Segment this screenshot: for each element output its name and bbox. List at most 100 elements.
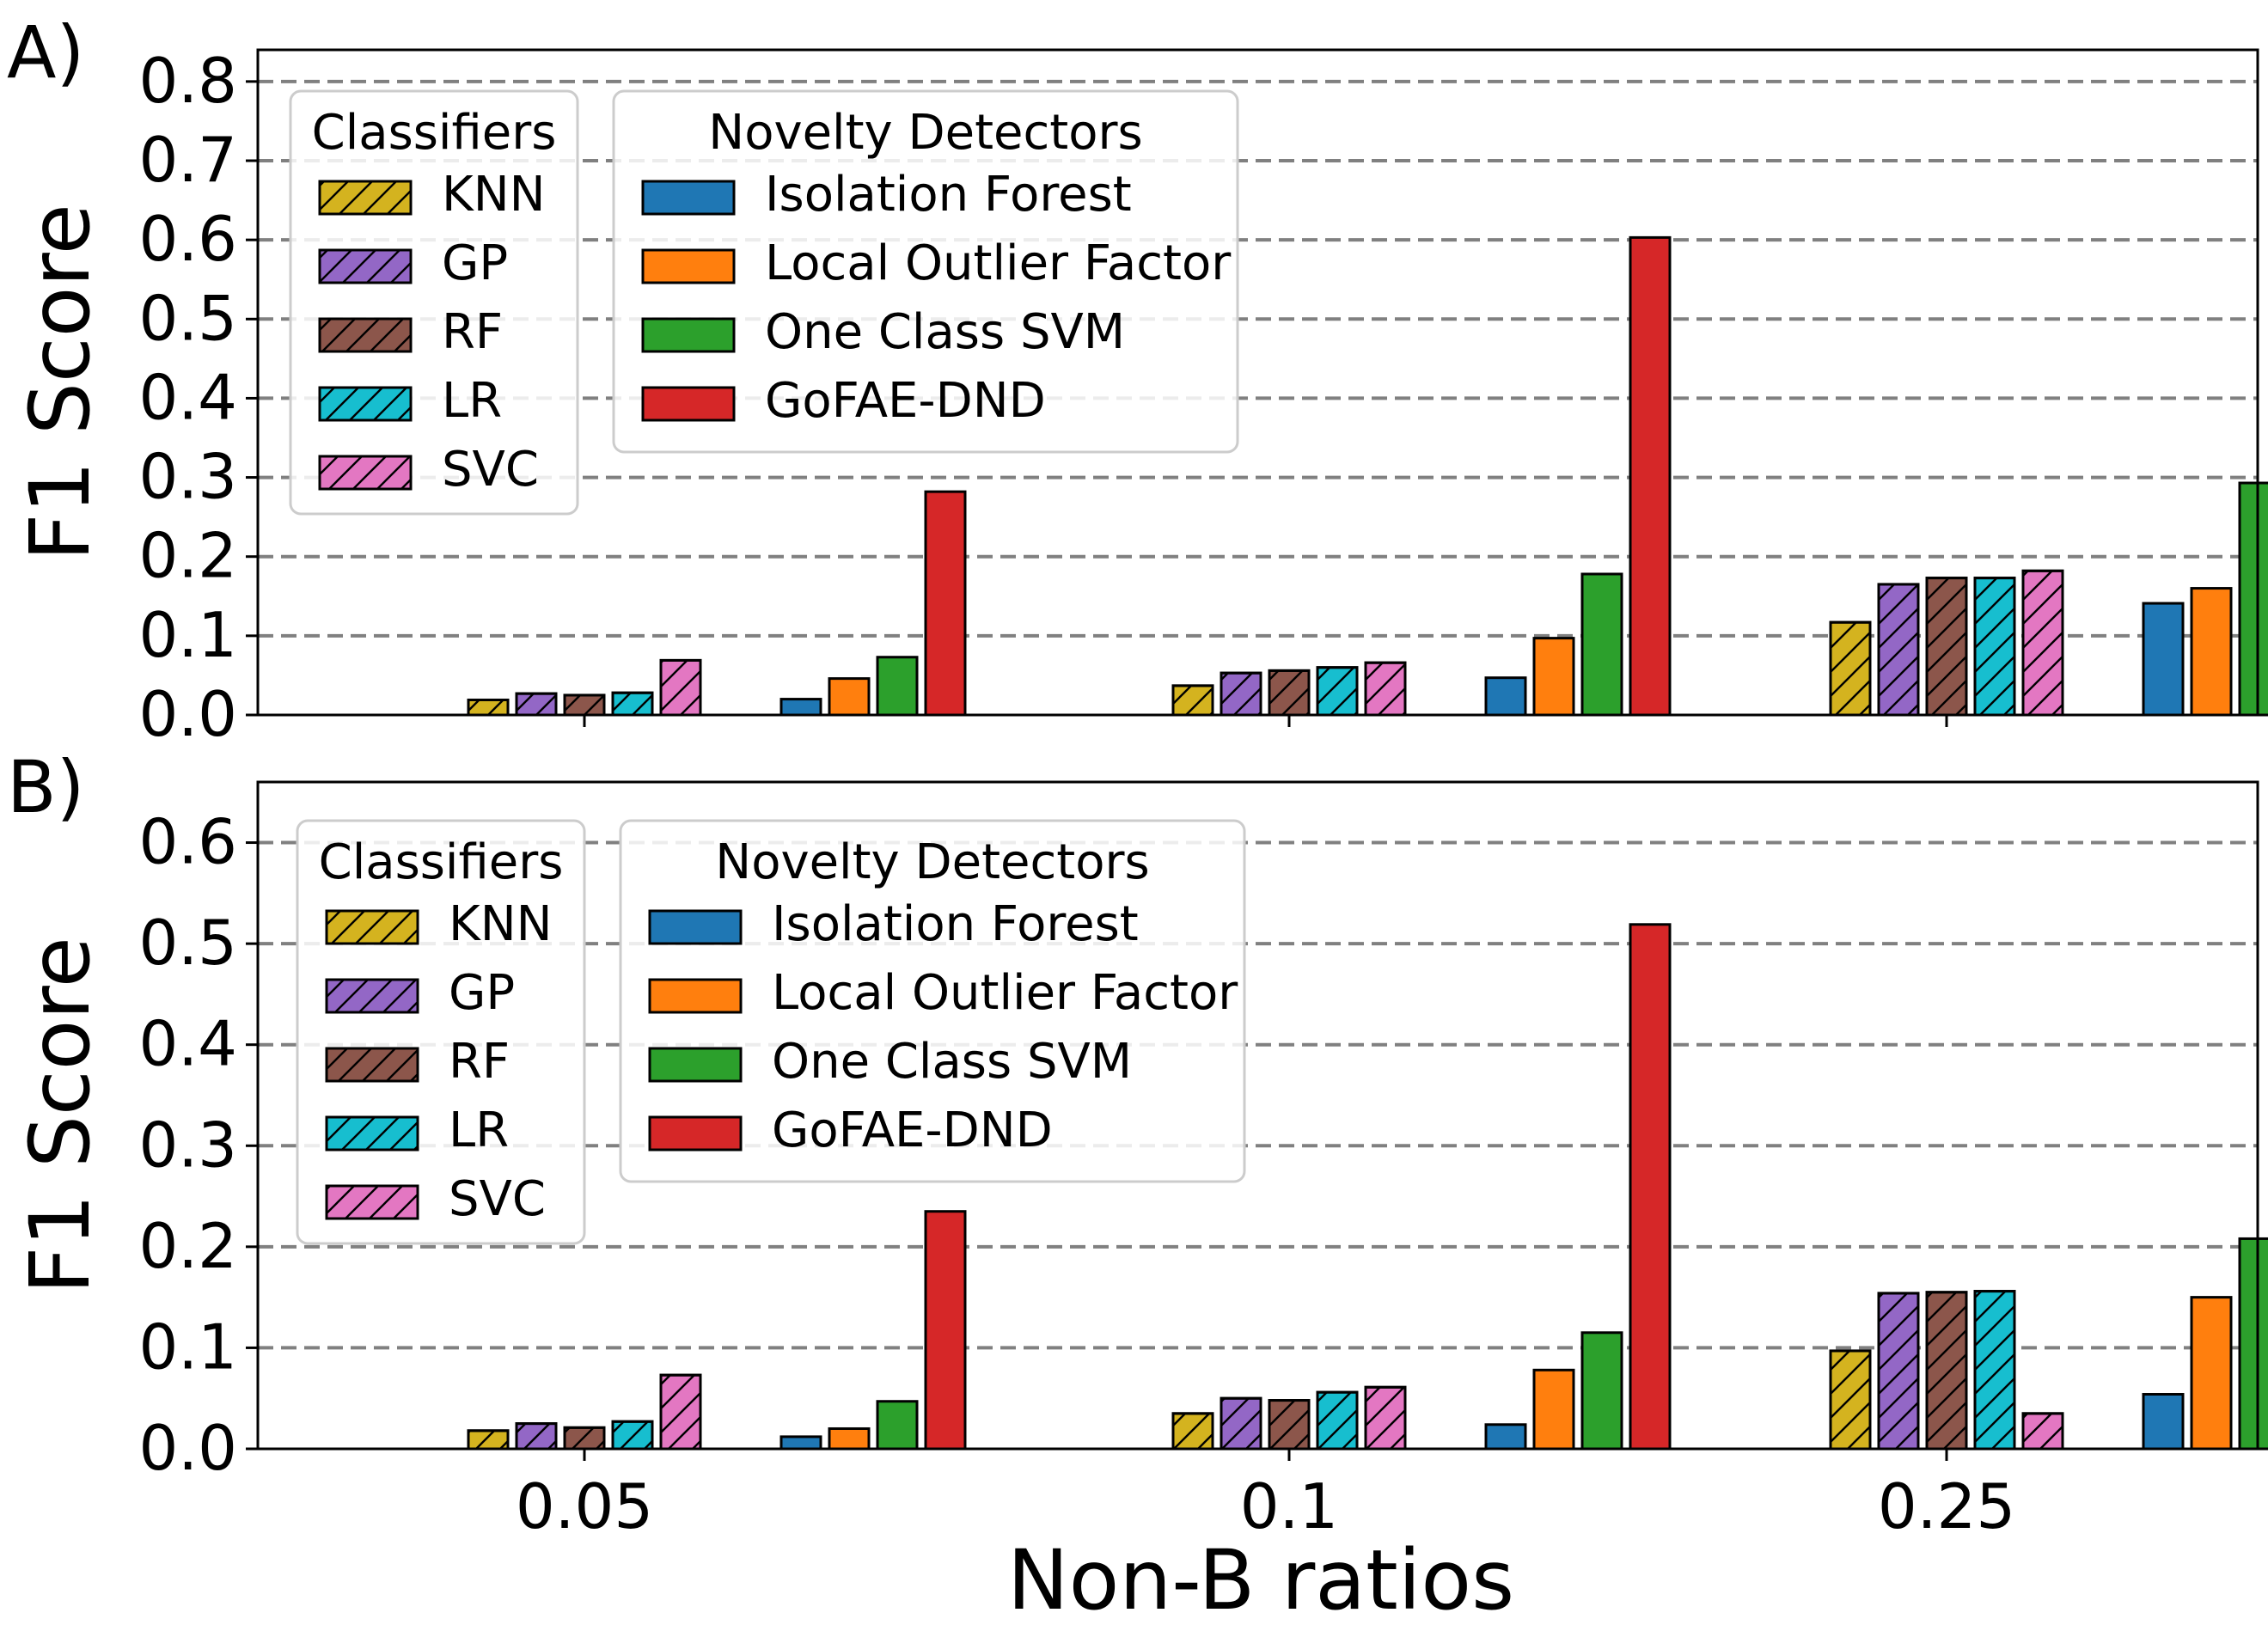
legend-item-lr: LR [318, 373, 502, 429]
bar-knn-0-25 [1829, 1349, 1872, 1451]
bar-isolation-forest-0-25 [2142, 602, 2185, 717]
bar-rf-0-25 [1925, 1291, 1968, 1451]
legend-swatch-hatch [318, 455, 413, 491]
bars [467, 923, 2268, 1451]
bar-gofae-dnd-0-05 [924, 1210, 967, 1451]
panels: 0.00.10.20.30.40.50.60.70.8F1 ScoreA)Cla… [7, 10, 2268, 1543]
legend-label: Local Outlier Factor [765, 235, 1232, 291]
bar-hatch [611, 1420, 654, 1451]
bar-svc-0-25 [2021, 569, 2064, 717]
legend-label: Isolation Forest [772, 896, 1139, 952]
bar-hatch [1973, 1290, 2016, 1451]
bar-rf-0-05 [563, 1426, 606, 1451]
legend-item-rf: RF [318, 304, 503, 360]
bar-one-class-svm-0-25 [2238, 481, 2268, 717]
legend-swatch-hatch [318, 317, 413, 353]
panel-label: B) [7, 745, 84, 829]
bar-lr-0-05 [611, 1420, 654, 1451]
bar-knn-0-25 [1829, 620, 1872, 717]
plot-frame [256, 780, 2259, 1451]
x-tick-label: 0.1 [1240, 1470, 1339, 1543]
legend-label: LR [449, 1103, 509, 1158]
x-tick-label: 0.25 [1878, 1470, 2015, 1543]
bar-gofae-dnd-0-1 [1629, 923, 1672, 1451]
bar-hatch [1220, 671, 1262, 717]
legend-label: LR [442, 373, 502, 429]
legend-item-knn: KNN [325, 896, 553, 952]
legend-novelty-detectors: Novelty Detectors Isolation Forest Local O… [612, 89, 1239, 454]
legend-item-gp: GP [318, 235, 508, 291]
bar-knn-0-05 [467, 1429, 510, 1451]
bar-local-outlier-factor-0-25 [2190, 587, 2233, 717]
gridlines [258, 79, 2258, 638]
bar-hatch [1925, 577, 1968, 717]
bar-gp-0-1 [1220, 671, 1262, 717]
legend-item-local-outlier-factor: Local Outlier Factor [641, 235, 1232, 291]
y-axis: 0.0 0.1 0.2 0.3 0.4 0.5 0.6 [138, 806, 258, 1484]
bar-gp-0-1 [1220, 1396, 1262, 1451]
legend-label: RF [442, 304, 503, 360]
bar-hatch [1364, 661, 1407, 717]
bar-one-class-svm-0-05 [876, 656, 919, 717]
legend-label: One Class SVM [772, 1034, 1132, 1090]
legend-item-gofae-dnd: GoFAE-DND [648, 1103, 1053, 1158]
legend-label: RF [449, 1034, 510, 1090]
legend-label: SVC [442, 442, 539, 498]
bar-one-class-svm-0-1 [1580, 572, 1623, 717]
legend-swatch-hatch [325, 1047, 419, 1083]
bar-local-outlier-factor-0-1 [1532, 637, 1575, 717]
legend-swatch-hatch [318, 248, 413, 284]
legend-item-svc: SVC [325, 1171, 546, 1227]
y-tick-label: 0.3 [138, 441, 237, 513]
y-tick-label: 0.5 [138, 282, 237, 354]
legend-title: Classifiers [319, 834, 564, 890]
bar-hatch [611, 691, 654, 717]
bar-hatch [1973, 577, 2016, 717]
legend-frame [619, 819, 1246, 1183]
bar-knn-0-05 [467, 698, 510, 717]
bar-lr-0-05 [611, 691, 654, 717]
bar-gp-0-25 [1877, 1292, 1920, 1451]
legend-label: GoFAE-DND [772, 1103, 1053, 1158]
bar-local-outlier-factor-0-1 [1532, 1368, 1575, 1451]
bar-lr-0-25 [1973, 577, 2016, 717]
legend-classifiers: Classifiers KNN GP RF LR SVC [289, 89, 579, 516]
y-tick-label: 0.2 [138, 520, 237, 592]
bar-hatch [563, 1426, 606, 1451]
legend-frame [612, 89, 1239, 454]
legend-swatch-hatch [325, 1184, 419, 1220]
bar-gp-0-05 [515, 1422, 558, 1451]
legend-item-svc: SVC [318, 442, 539, 498]
legend-title: Novelty Detectors [715, 834, 1149, 890]
legend-swatch-hatch [325, 1115, 419, 1152]
y-tick-label: 0.7 [138, 124, 237, 196]
bar-gofae-dnd-0-1 [1629, 235, 1672, 717]
bar-gp-0-25 [1877, 583, 1920, 717]
panel-a: 0.00.10.20.3 0.40.50.60.70.8 F1 Score A) Cla… [7, 10, 2268, 750]
bar-gp-0-05 [515, 692, 558, 717]
bar-rf-0-25 [1925, 577, 1968, 717]
bar-local-outlier-factor-0-05 [828, 677, 871, 717]
legend-item-lr: LR [325, 1103, 509, 1158]
bar-hatch [1925, 1291, 1968, 1451]
y-tick-label: 0.0 [138, 678, 237, 750]
bar-hatch [2021, 569, 2064, 717]
bar-svc-0-1 [1364, 661, 1407, 717]
legend-title: Novelty Detectors [708, 105, 1142, 161]
legend-item-gofae-dnd: GoFAE-DND [641, 373, 1046, 429]
legend-swatch [641, 386, 736, 422]
bar-one-class-svm-0-1 [1580, 1331, 1623, 1451]
bar-hatch [2021, 1412, 2064, 1451]
bar-isolation-forest-0-1 [1484, 1423, 1527, 1451]
legend-label: GP [442, 235, 508, 291]
gridlines [258, 840, 2258, 1350]
bar-knn-0-1 [1171, 1412, 1214, 1451]
legend-label: KNN [442, 167, 546, 223]
bar-hatch [563, 693, 606, 717]
bar-hatch [1364, 1385, 1407, 1451]
legend-label: GoFAE-DND [765, 373, 1046, 429]
bar-isolation-forest-0-05 [779, 1435, 822, 1451]
bar-one-class-svm-0-25 [2238, 1237, 2268, 1451]
y-tick-label: 0.2 [138, 1210, 237, 1282]
